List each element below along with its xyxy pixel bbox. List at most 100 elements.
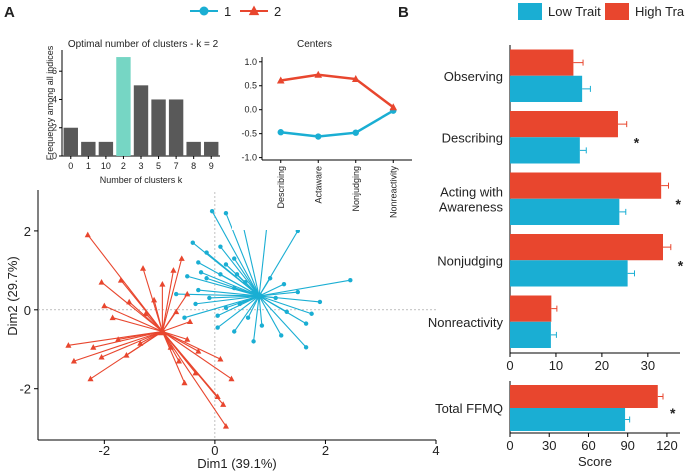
bar-nonreactivity-high-trait [510, 295, 552, 322]
cluster-count-x-label: Number of clusters k [100, 175, 183, 185]
bar-nonreactivity-low-trait [510, 321, 551, 348]
ffmq-total-x-label: Score [578, 454, 612, 469]
biplot-point-cluster-1 [273, 295, 278, 301]
centers-line-1 [280, 109, 394, 138]
biplot-point-cluster-2 [195, 348, 202, 354]
biplot-point-cluster-2 [222, 422, 229, 429]
centers-y-tick-label: -0.5 [241, 129, 257, 139]
biplot-spoke-1 [184, 295, 260, 319]
category-label-describing: Describing [442, 130, 503, 145]
category-label-acting-with-awareness: Awareness [439, 199, 504, 214]
legend-swatch-high-trait [605, 3, 629, 20]
biplot-point-cluster-1 [303, 321, 309, 326]
biplot-point-cluster-1 [303, 345, 309, 350]
panel-b-label: B [398, 4, 409, 21]
centers-point-2 [351, 75, 360, 83]
biplot-spoke-1 [219, 246, 260, 297]
biplot-point-cluster-2 [178, 255, 185, 261]
cluster-count-bar [133, 85, 149, 156]
biplot-spoke-2 [161, 270, 174, 332]
biplot-point-cluster-2 [167, 344, 174, 350]
biplot-point-cluster-2 [84, 231, 91, 238]
cluster-count-x-tick-label: 1 [86, 161, 91, 171]
cluster-count-y-tick-label: 6 [52, 66, 57, 76]
biplot-spoke-2 [162, 331, 221, 360]
centers-line-2 [280, 73, 395, 109]
biplot-point-cluster-2 [115, 336, 122, 342]
biplot-spoke-1 [258, 295, 263, 326]
bar-total-ffmq-high-trait [510, 385, 658, 408]
cluster-count-x-tick-label: 3 [138, 161, 143, 171]
biplot-spoke-1 [241, 222, 260, 297]
biplot-spoke-2 [104, 305, 163, 333]
cluster-count-x-tick-label: 10 [101, 161, 111, 171]
biplot-point-cluster-2 [98, 278, 105, 285]
biplot-spoke-2 [101, 331, 163, 358]
centers-x-tick-label: Nonjudging [351, 166, 361, 212]
legend-label-high-trait: High Trait [635, 4, 685, 19]
biplot-point-cluster-2 [184, 336, 191, 342]
biplot-spoke-1 [258, 295, 282, 336]
legend-marker-2 [248, 5, 260, 16]
centers-point-1 [315, 133, 322, 140]
biplot-point-cluster-1 [232, 285, 237, 291]
legend-swatch-low-trait [518, 3, 542, 20]
biplot-point-cluster-1 [173, 291, 179, 297]
biplot-spoke-2 [161, 331, 224, 405]
biplot-point-cluster-2 [186, 318, 194, 325]
biplot-spoke-1 [233, 295, 260, 332]
biplot-spoke-2 [112, 317, 163, 333]
biplot-point-cluster-2 [175, 357, 182, 364]
bar-observing-low-trait [510, 75, 583, 102]
biplot-spoke-2 [120, 279, 163, 332]
category-label-nonjudging: Nonjudging [437, 253, 503, 268]
cluster-count-title: Optimal number of clusters - k = 2 [68, 39, 219, 50]
cluster-count-bar [204, 141, 219, 156]
biplot-point-cluster-1 [218, 244, 223, 249]
biplot-spoke-2 [93, 330, 163, 348]
biplot-spoke-2 [161, 331, 185, 384]
biplot-point-cluster-1 [309, 311, 314, 316]
ffmq-facets-x-tick-label: 0 [506, 358, 513, 373]
biplot-spoke-1 [234, 287, 260, 297]
cluster-count-bar [116, 57, 131, 156]
biplot-x-tick-label: 0 [211, 443, 218, 458]
biplot-point-cluster-1 [193, 301, 198, 307]
biplot-spoke-1 [200, 271, 260, 297]
bar-observing-high-trait [510, 49, 574, 76]
biplot-point-cluster-2 [159, 280, 166, 287]
biplot-point-cluster-2 [90, 344, 97, 350]
biplot-spoke-1 [176, 293, 260, 297]
centers-point-1 [277, 129, 284, 136]
ffmq-total-x-tick-label: 0 [506, 438, 513, 453]
cluster-count-y-tick-label: 0 [52, 151, 57, 161]
biplot-point-cluster-1 [223, 305, 229, 311]
panel-a-label: A [4, 4, 15, 21]
biplot-point-cluster-1 [218, 272, 223, 277]
biplot-point-cluster-2 [65, 342, 72, 348]
biplot-spoke-2 [162, 330, 188, 340]
biplot-spoke-1 [217, 295, 260, 317]
biplot-x-tick-label: -2 [99, 443, 111, 458]
biplot-spoke-2 [162, 331, 232, 380]
biplot-spoke-1 [259, 279, 351, 297]
biplot-spoke-1 [225, 212, 260, 297]
cluster-count-x-tick-label: 5 [156, 161, 161, 171]
biplot-point-cluster-1 [223, 210, 229, 216]
bar-acting-with-awareness-high-trait [510, 172, 662, 199]
bar-total-ffmq-low-trait [510, 408, 626, 431]
biplot-point-cluster-1 [198, 270, 204, 275]
ffmq-total-chart: 0 30 60 90 120 Score Total FFMQ * [435, 381, 680, 469]
biplot-point-cluster-1 [190, 240, 195, 245]
biplot-x-label: Dim1 (39.1%) [197, 456, 276, 471]
category-label-nonreactivity: Nonreactivity [428, 315, 504, 330]
biplot-point-cluster-1 [317, 299, 323, 305]
biplot-spoke-2 [161, 311, 177, 332]
bar-nonjudging-low-trait [510, 260, 628, 287]
biplot-spoke-1 [258, 295, 307, 325]
biplot-point-cluster-2 [192, 369, 199, 376]
ffmq-facets-chart: 0 10 20 30 Observing Describing * Acting withAw… [428, 45, 684, 373]
biplot-spoke-2 [161, 258, 183, 332]
biplot-y-tick-label: 2 [24, 224, 31, 239]
biplot-point-cluster-2 [228, 375, 235, 382]
